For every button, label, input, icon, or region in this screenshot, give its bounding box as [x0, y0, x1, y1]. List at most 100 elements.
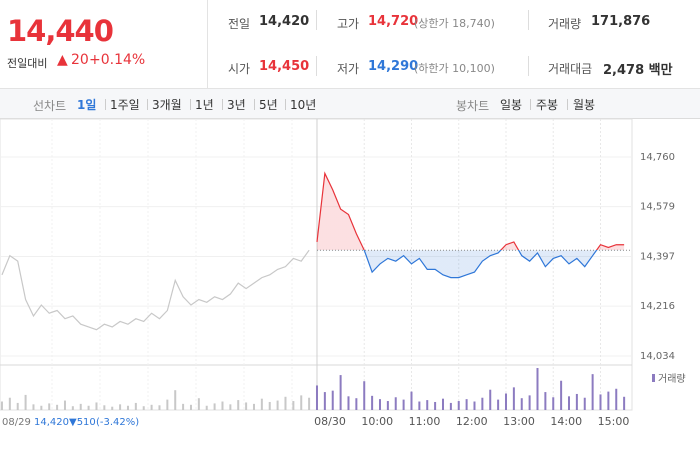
- y-tick-label: 14,760: [640, 152, 675, 163]
- volume-bar: [567, 396, 570, 410]
- volume-bar: [347, 396, 350, 410]
- stat-value: 14,450: [259, 59, 310, 74]
- volume-bar: [536, 368, 539, 410]
- volume-bar: [119, 404, 122, 410]
- tab[interactable]: 3년: [227, 98, 246, 112]
- y-tick-label: 14,216: [640, 301, 675, 312]
- tab[interactable]: 주봉: [536, 98, 559, 112]
- volume-bar: [339, 375, 342, 410]
- stat-label: 시가: [228, 62, 251, 76]
- volume-bar: [497, 399, 500, 410]
- volume-legend: 거래량: [658, 373, 686, 385]
- volume-bar: [252, 403, 255, 410]
- current-price: 14,440: [7, 14, 114, 48]
- volume-bar: [410, 391, 413, 410]
- volume-bar: [189, 404, 192, 410]
- volume-bar: [284, 396, 287, 410]
- volume-bar: [623, 396, 626, 410]
- volume-bar: [268, 401, 271, 410]
- volume-bar: [402, 399, 405, 410]
- volume-bar: [441, 398, 444, 410]
- prev-rate: (-3.42%): [96, 417, 139, 428]
- volume-bar: [229, 404, 232, 410]
- y-tick-label: 14,579: [640, 202, 675, 213]
- tab-separator: [285, 99, 286, 110]
- stat-label: 전일: [228, 17, 251, 31]
- tab-separator: [567, 99, 568, 110]
- tab[interactable]: 3개월: [152, 98, 182, 112]
- volume-bar: [111, 406, 114, 410]
- volume-bar: [87, 405, 90, 410]
- tab-separator: [105, 99, 106, 110]
- volume-bar: [158, 405, 161, 410]
- volume-bar: [205, 405, 208, 410]
- tab[interactable]: 5년: [259, 98, 278, 112]
- y-tick-label: 14,397: [640, 252, 675, 263]
- volume-bar: [48, 403, 51, 410]
- volume-bar: [457, 401, 460, 410]
- volume-bar: [40, 405, 43, 410]
- volume-bar: [56, 404, 59, 410]
- volume-bar: [300, 395, 303, 410]
- volume-bar: [355, 398, 358, 410]
- volume-bar: [166, 399, 169, 410]
- volume-bar: [308, 397, 311, 410]
- stat-label: 거래량: [548, 17, 582, 31]
- tab-separator: [222, 99, 223, 110]
- tab-separator: [530, 99, 531, 110]
- tab[interactable]: 10년: [290, 98, 317, 112]
- volume-bar: [449, 402, 452, 410]
- volume-bar: [378, 399, 381, 410]
- volume-bar: [560, 380, 563, 410]
- volume-bar: [182, 403, 185, 410]
- volume-bar: [504, 393, 507, 410]
- volume-bar: [126, 405, 129, 410]
- volume-bar: [142, 406, 145, 410]
- volume-bar: [363, 381, 366, 410]
- volume-bar: [95, 402, 98, 410]
- x-tick-label: 12:00: [456, 415, 488, 428]
- plot-frame: [0, 118, 633, 411]
- tab[interactable]: 월봉: [573, 98, 596, 112]
- tab[interactable]: 1주일: [110, 98, 140, 112]
- prev-change: ▼510: [69, 417, 96, 428]
- tab[interactable]: 일봉: [500, 98, 523, 112]
- volume-bar: [481, 397, 484, 410]
- volume-bar: [0, 401, 3, 410]
- x-tick-label: 15:00: [598, 415, 630, 428]
- volume-bar: [323, 392, 326, 410]
- volume-bar: [552, 397, 555, 410]
- tab-separator: [147, 99, 148, 110]
- volume-bar: [71, 406, 74, 410]
- tab[interactable]: 1년: [195, 98, 214, 112]
- stat-label: 고가: [337, 17, 360, 31]
- volume-bar: [426, 400, 429, 410]
- volume-legend-swatch: [652, 374, 655, 382]
- volume-bar: [331, 390, 334, 410]
- tab-group-label: 봉차트: [456, 99, 490, 113]
- tab-separator: [190, 99, 191, 110]
- stat-note: (상한가 18,740): [414, 17, 495, 30]
- volume-bar: [394, 397, 397, 410]
- change-value: 20: [71, 52, 89, 68]
- volume-bar: [371, 395, 374, 410]
- volume-bar: [292, 401, 295, 410]
- volume-bar: [315, 385, 318, 410]
- change-label: 전일대비: [7, 57, 48, 70]
- volume-bar: [591, 374, 594, 410]
- volume-bar: [434, 401, 437, 410]
- volume-bar: [32, 404, 35, 410]
- volume-bar: [386, 401, 389, 410]
- price-line: [316, 171, 625, 279]
- volume-bar: [512, 387, 515, 410]
- x-tick-label: 11:00: [409, 415, 441, 428]
- stat-note: (하한가 10,100): [414, 62, 495, 75]
- tab[interactable]: 1일: [77, 98, 97, 112]
- volume-bar: [418, 401, 421, 410]
- prev-close: 14,420: [34, 417, 69, 428]
- volume-bar: [79, 403, 82, 410]
- volume-bar: [24, 394, 27, 410]
- tab-separator: [254, 99, 255, 110]
- volume-bar: [213, 403, 216, 410]
